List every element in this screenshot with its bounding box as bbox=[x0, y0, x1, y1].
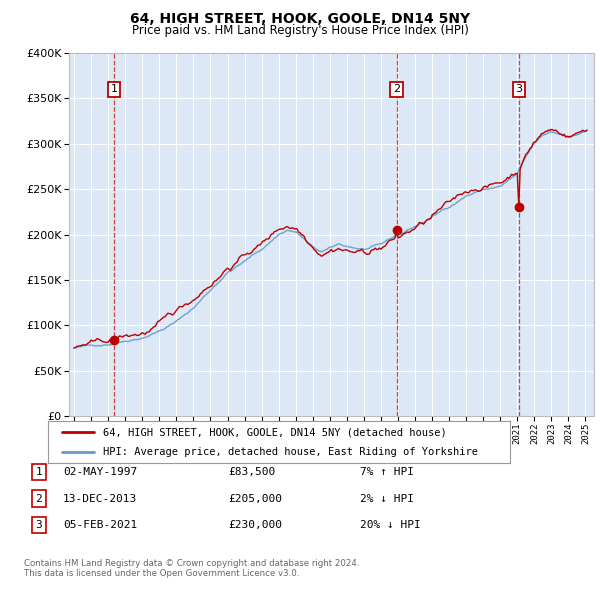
Text: 7% ↑ HPI: 7% ↑ HPI bbox=[360, 467, 414, 477]
Text: 1: 1 bbox=[35, 467, 43, 477]
Text: This data is licensed under the Open Government Licence v3.0.: This data is licensed under the Open Gov… bbox=[24, 569, 299, 578]
Text: £205,000: £205,000 bbox=[228, 494, 282, 503]
Text: 3: 3 bbox=[35, 520, 43, 530]
Text: 64, HIGH STREET, HOOK, GOOLE, DN14 5NY: 64, HIGH STREET, HOOK, GOOLE, DN14 5NY bbox=[130, 12, 470, 26]
Text: 3: 3 bbox=[515, 84, 523, 94]
Text: £230,000: £230,000 bbox=[228, 520, 282, 530]
Text: 2: 2 bbox=[393, 84, 400, 94]
Text: 64, HIGH STREET, HOOK, GOOLE, DN14 5NY (detached house): 64, HIGH STREET, HOOK, GOOLE, DN14 5NY (… bbox=[103, 427, 447, 437]
Text: 05-FEB-2021: 05-FEB-2021 bbox=[63, 520, 137, 530]
Text: 1: 1 bbox=[110, 84, 118, 94]
Text: Contains HM Land Registry data © Crown copyright and database right 2024.: Contains HM Land Registry data © Crown c… bbox=[24, 559, 359, 568]
Text: 02-MAY-1997: 02-MAY-1997 bbox=[63, 467, 137, 477]
Text: Price paid vs. HM Land Registry's House Price Index (HPI): Price paid vs. HM Land Registry's House … bbox=[131, 24, 469, 37]
Text: 2% ↓ HPI: 2% ↓ HPI bbox=[360, 494, 414, 503]
Text: 13-DEC-2013: 13-DEC-2013 bbox=[63, 494, 137, 503]
Text: 20% ↓ HPI: 20% ↓ HPI bbox=[360, 520, 421, 530]
Text: 2: 2 bbox=[35, 494, 43, 503]
Text: £83,500: £83,500 bbox=[228, 467, 275, 477]
Text: HPI: Average price, detached house, East Riding of Yorkshire: HPI: Average price, detached house, East… bbox=[103, 447, 478, 457]
